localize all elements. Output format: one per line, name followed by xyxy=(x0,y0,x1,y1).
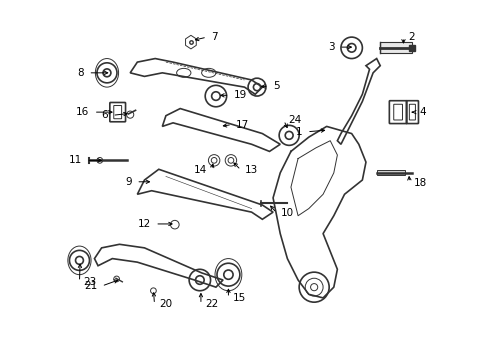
Text: 1: 1 xyxy=(296,127,302,137)
Text: 5: 5 xyxy=(272,81,279,91)
Text: 16: 16 xyxy=(76,107,89,117)
Text: 21: 21 xyxy=(84,281,97,291)
Text: 8: 8 xyxy=(77,68,84,78)
FancyBboxPatch shape xyxy=(380,42,411,53)
Text: 11: 11 xyxy=(69,156,82,165)
Text: 4: 4 xyxy=(419,107,426,117)
Text: 7: 7 xyxy=(211,32,218,42)
Text: 22: 22 xyxy=(205,299,218,309)
Text: 20: 20 xyxy=(159,299,172,309)
Text: 9: 9 xyxy=(125,177,132,187)
Text: 15: 15 xyxy=(232,293,245,303)
Text: 23: 23 xyxy=(83,277,97,287)
Bar xyxy=(376,170,405,175)
Text: 10: 10 xyxy=(281,208,293,218)
Text: 2: 2 xyxy=(407,32,413,42)
Text: 13: 13 xyxy=(244,165,258,175)
Text: 19: 19 xyxy=(233,90,246,100)
Text: 18: 18 xyxy=(413,177,426,188)
Text: 12: 12 xyxy=(138,219,151,229)
Text: 24: 24 xyxy=(287,115,301,125)
Text: 17: 17 xyxy=(236,120,249,130)
Text: 3: 3 xyxy=(327,42,334,52)
Text: 14: 14 xyxy=(194,165,207,175)
Text: 6: 6 xyxy=(101,111,108,120)
